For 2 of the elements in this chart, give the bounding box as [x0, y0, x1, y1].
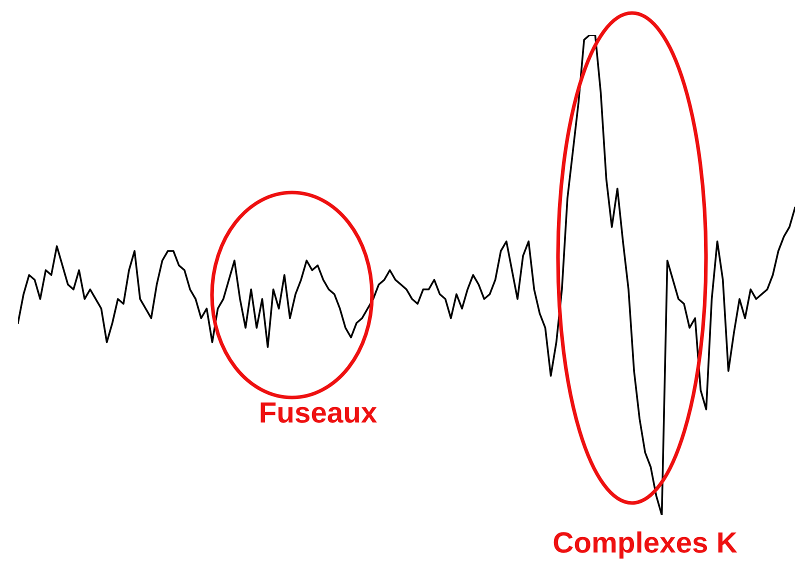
text: Complexes K: [554, 531, 738, 559]
annotation: Fuseaux: [260, 402, 377, 423]
